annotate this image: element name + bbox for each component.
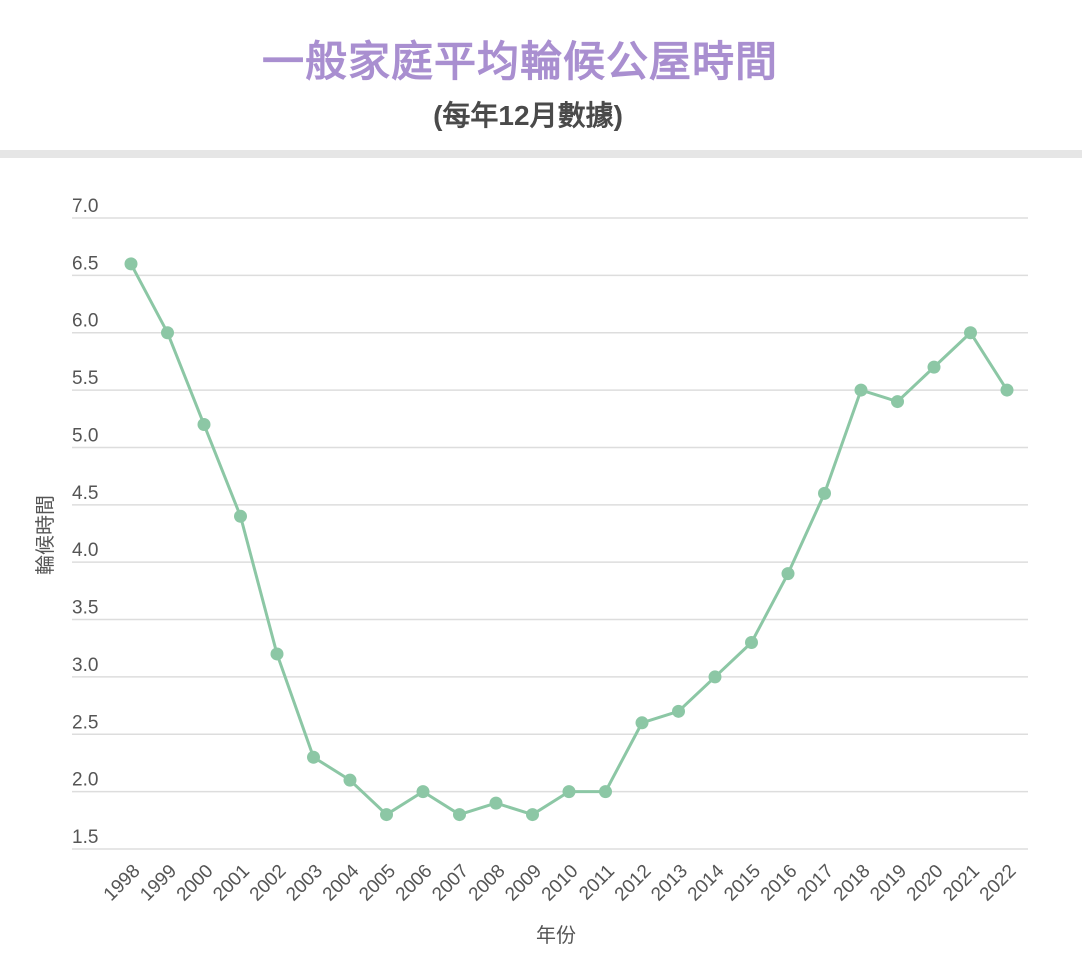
y-tick-label: 3.5 [72, 598, 98, 619]
data-point [818, 486, 831, 500]
data-point [562, 785, 576, 799]
data-point [708, 670, 722, 684]
y-tick-label: 2.5 [72, 712, 98, 733]
y-tick-label: 6.0 [72, 311, 98, 332]
data-point [489, 796, 503, 810]
y-tick-label: 4.0 [72, 540, 98, 561]
series-line [129, 263, 1009, 817]
data-point [854, 383, 868, 397]
data-point [453, 808, 466, 822]
data-point [343, 773, 357, 787]
x-tick-label: 2009 [501, 861, 546, 906]
data-point [197, 418, 211, 432]
gridlines [72, 217, 1028, 850]
data-point [526, 808, 539, 822]
data-point [781, 567, 795, 581]
series-polyline [129, 263, 1009, 817]
x-tick-label: 2012 [611, 861, 656, 906]
x-tick-label: 2014 [684, 860, 729, 905]
y-tick-label: 7.0 [72, 196, 98, 217]
x-tick-label: 2021 [939, 861, 984, 906]
data-point [599, 785, 612, 799]
x-tick-label: 1998 [100, 861, 145, 906]
y-tick-label: 6.5 [72, 253, 98, 274]
y-tick-label: 4.5 [72, 483, 98, 504]
data-point [964, 326, 977, 340]
y-tick-label: 1.5 [72, 827, 98, 848]
x-tick-label: 2007 [428, 861, 473, 906]
y-tick-label: 2.0 [72, 770, 98, 791]
x-tick-label: 2004 [319, 860, 364, 905]
data-point [745, 635, 758, 649]
header-divider [0, 150, 1082, 158]
x-tick-label: 2013 [647, 861, 692, 906]
x-tick-label: 2005 [355, 861, 400, 906]
data-point [124, 257, 138, 271]
x-tick-label: 1999 [136, 861, 181, 906]
x-tick-label: 2017 [793, 861, 838, 906]
x-tick-label: 2022 [976, 861, 1021, 906]
x-tick-label: 2006 [392, 861, 437, 906]
x-tick-label: 2000 [173, 861, 218, 906]
data-point [380, 808, 393, 822]
x-axis-title: 年份 [536, 924, 576, 947]
data-point [635, 716, 649, 730]
x-axis-ticks: 1998199920002001200220032004200520062007… [100, 860, 1021, 905]
x-tick-label: 2003 [282, 861, 327, 906]
x-tick-label: 2011 [575, 861, 619, 905]
x-tick-label: 2010 [538, 861, 583, 906]
x-tick-label: 2002 [246, 861, 291, 906]
data-point [416, 785, 430, 799]
x-tick-label: 2019 [866, 861, 911, 906]
data-point [307, 750, 320, 764]
chart-subtitle: (每年12月數據) [433, 100, 623, 131]
data-point [270, 647, 284, 661]
data-points [124, 257, 1014, 822]
data-point [161, 326, 174, 340]
x-tick-label: 2018 [830, 861, 875, 906]
data-point [672, 704, 685, 718]
y-tick-label: 3.0 [72, 655, 98, 676]
y-tick-label: 5.0 [72, 425, 98, 446]
chart-title: 一般家庭平均輪候公屋時間 [261, 38, 778, 85]
x-tick-label: 2016 [757, 861, 802, 906]
y-tick-label: 5.5 [72, 368, 98, 389]
data-point [927, 360, 941, 374]
data-point [1000, 383, 1014, 397]
x-tick-label: 2001 [209, 861, 254, 906]
x-tick-label: 2020 [903, 861, 948, 906]
data-point [234, 509, 247, 523]
data-point [891, 395, 904, 409]
y-axis-title: 輪候時間 [34, 495, 57, 575]
x-tick-label: 2008 [465, 861, 510, 906]
x-tick-label: 2015 [720, 861, 765, 906]
y-axis-ticks: 1.5 2.0 2.5 3.0 3.5 4.0 4.5 5.0 5.5 6.0 6.5 7.0 [72, 196, 98, 848]
